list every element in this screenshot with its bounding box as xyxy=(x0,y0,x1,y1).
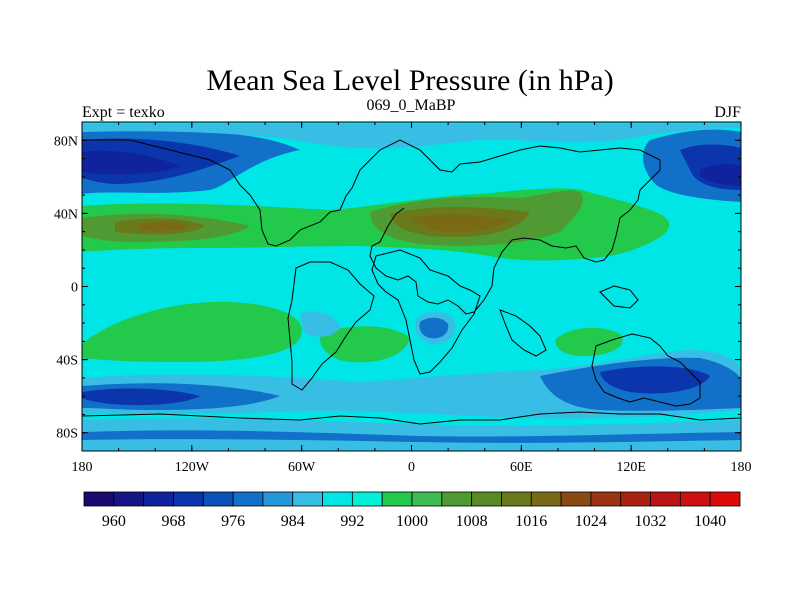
lat-tick-label: 80N xyxy=(54,134,78,149)
colorbar xyxy=(83,491,741,507)
colorbar-swatch xyxy=(381,491,413,507)
field-high-asia-center xyxy=(410,214,510,232)
lon-tick-label: 120W xyxy=(175,460,210,475)
lon-tick-label: 60W xyxy=(288,460,316,475)
figure-title: Mean Sea Level Pressure (in hPa) xyxy=(206,64,613,97)
colorbar-swatch xyxy=(351,491,383,507)
field-low-southern-ocean-east-core xyxy=(600,366,710,394)
lat-tick-label: 40S xyxy=(56,354,78,369)
colorbar-label: 976 xyxy=(221,513,245,530)
colorbar-swatch xyxy=(620,491,651,507)
colorbar-label: 1024 xyxy=(575,513,607,530)
lon-tick-label: 180 xyxy=(731,460,752,475)
coastline-south-america xyxy=(287,261,375,391)
colorbar-label: 992 xyxy=(340,513,364,530)
colorbar-labels: 960 968 976 984 992 1000 1008 1016 1024 1032 1040 xyxy=(102,513,726,530)
colorbar-swatch xyxy=(262,491,294,507)
field-high-indian-ocean xyxy=(555,327,623,356)
lon-tick-label: 180 xyxy=(72,460,93,475)
field-arctic-band xyxy=(82,124,741,149)
colorbar-swatch xyxy=(83,491,115,507)
colorbar-swatch xyxy=(560,491,592,507)
colorbar-swatch xyxy=(232,491,264,507)
pressure-field xyxy=(82,122,741,451)
field-low-south-atlantic xyxy=(300,311,340,337)
coastline-australia xyxy=(591,333,701,407)
colorbar-label: 1032 xyxy=(635,513,667,530)
field-high-pacific-center xyxy=(140,221,190,232)
coastline-africa xyxy=(371,249,481,375)
lat-tick-label: 80S xyxy=(56,427,78,442)
colorbar-swatch xyxy=(113,491,145,507)
colorbar-swatch xyxy=(709,491,741,507)
field-high-south-atlantic xyxy=(319,326,410,363)
lat-tick-label: 40N xyxy=(54,207,78,222)
colorbar-label: 960 xyxy=(102,513,126,530)
field-low-africa-south-core xyxy=(419,317,449,339)
lat-tick-label: 0 xyxy=(71,281,78,296)
time-label: 069_0_MaBP xyxy=(367,97,456,114)
coastline-antarctica xyxy=(82,411,741,425)
field-antarctic-band xyxy=(82,418,741,451)
field-high-south-pacific xyxy=(82,301,302,362)
colorbar-label: 984 xyxy=(281,513,305,530)
colorbar-swatch xyxy=(173,491,204,507)
colorbar-swatch xyxy=(292,491,323,507)
colorbar-swatch xyxy=(650,491,681,507)
colorbar-swatch xyxy=(679,491,711,507)
field-antarctic-low xyxy=(82,430,741,443)
colorbar-swatch xyxy=(471,491,502,507)
field-low-north-pacific-center xyxy=(82,150,180,175)
colorbar-label: 1008 xyxy=(456,513,488,530)
field-low-southern-ocean-west-core xyxy=(82,388,200,406)
colorbar-swatch xyxy=(530,491,562,507)
season-label: DJF xyxy=(714,104,741,121)
lon-tick-label: 0 xyxy=(408,460,415,475)
colorbar-swatch xyxy=(590,491,622,507)
lon-tick-label: 60E xyxy=(510,460,533,475)
longitude-axis: 180 120W 60W 0 60E 120E 180 xyxy=(72,122,752,475)
colorbar-swatch xyxy=(143,491,174,507)
colorbar-swatch xyxy=(411,491,443,507)
colorbar-label: 1016 xyxy=(515,513,547,530)
latitude-axis: 80N 40N 0 40S 80S xyxy=(54,121,741,452)
lon-tick-label: 120E xyxy=(616,460,646,475)
field-low-northeast-center xyxy=(700,164,741,186)
coastline-madagascar xyxy=(499,309,547,357)
colorbar-swatch xyxy=(501,491,532,507)
experiment-label: Expt = texko xyxy=(82,104,165,121)
coastline-northern-continents xyxy=(82,139,661,315)
colorbar-label: 1000 xyxy=(396,513,428,530)
colorbar-swatch xyxy=(202,491,234,507)
colorbar-swatch xyxy=(322,491,353,507)
colorbar-label: 1040 xyxy=(694,513,726,530)
coastlines xyxy=(82,139,741,425)
colorbar-label: 968 xyxy=(161,513,185,530)
coastline-indonesia xyxy=(599,285,639,309)
colorbar-swatch xyxy=(441,491,473,507)
